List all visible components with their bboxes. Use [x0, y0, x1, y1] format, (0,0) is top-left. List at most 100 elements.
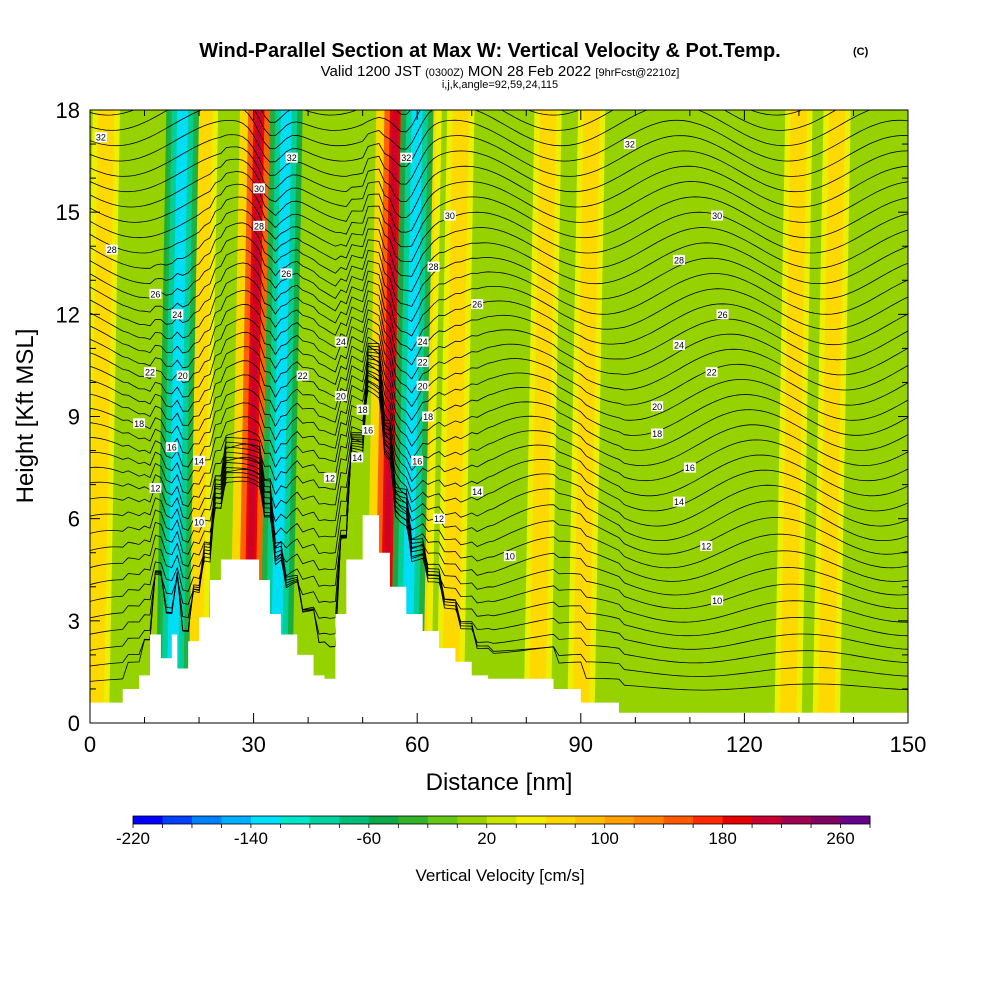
isentrope-label: 22	[297, 371, 309, 382]
svg-text:12: 12	[325, 473, 335, 483]
svg-text:14: 14	[194, 456, 204, 466]
x-tick-label: 120	[726, 732, 763, 757]
cross-section-figure: Wind-Parallel Section at Max W: Vertical…	[0, 0, 1000, 1000]
colorbar-swatch	[192, 816, 222, 824]
isentrope-label: 16	[411, 456, 423, 467]
x-tick-label: 150	[890, 732, 927, 757]
isentrope-label: 24	[673, 340, 685, 351]
colorbar-swatch	[398, 816, 428, 824]
svg-text:14: 14	[472, 487, 482, 497]
y-tick-label: 15	[56, 200, 80, 225]
colorbar-swatch	[221, 816, 251, 824]
isentrope-label: 16	[166, 442, 178, 453]
colorbar-swatch	[605, 816, 635, 824]
svg-text:28: 28	[254, 221, 264, 231]
isentrope-label: 24	[335, 337, 347, 348]
svg-text:22: 22	[145, 368, 155, 378]
x-axis-label: Distance [nm]	[426, 769, 573, 796]
isentrope-label: 32	[95, 132, 107, 143]
svg-text:12: 12	[150, 484, 160, 494]
isentrope-label: 22	[706, 367, 718, 378]
svg-text:32: 32	[625, 140, 635, 150]
isentrope-label: 18	[133, 418, 145, 429]
svg-text:22: 22	[298, 371, 308, 381]
svg-text:14: 14	[674, 497, 684, 507]
valid-prefix: Valid 1200 JST	[321, 63, 421, 80]
svg-text:24: 24	[674, 340, 684, 350]
colorbar-tick-label: -60	[357, 829, 382, 848]
isentrope-label: 12	[433, 514, 445, 525]
svg-text:20: 20	[418, 381, 428, 391]
colorbar-tick-label: 180	[708, 829, 736, 848]
isentrope-label: 28	[253, 221, 265, 232]
colorbar-swatch	[575, 816, 605, 824]
svg-text:16: 16	[685, 463, 695, 473]
isentrope-label: 14	[471, 486, 483, 497]
isentrope-label: 30	[253, 183, 265, 194]
svg-text:26: 26	[472, 300, 482, 310]
colorbar-swatch	[752, 816, 782, 824]
colorbar-tick-label: 260	[826, 829, 854, 848]
y-tick-label: 3	[68, 609, 80, 634]
svg-text:30: 30	[445, 211, 455, 221]
isentrope-label: 32	[400, 153, 412, 164]
colorbar-swatch	[133, 816, 163, 824]
isentrope-label: 22	[144, 367, 156, 378]
colorbar-swatch	[339, 816, 369, 824]
svg-text:22: 22	[418, 358, 428, 368]
isentrope-label: 26	[471, 299, 483, 310]
colorbar-swatch	[280, 816, 310, 824]
svg-text:24: 24	[418, 337, 428, 347]
svg-text:32: 32	[287, 153, 297, 163]
y-tick-label: 0	[68, 711, 80, 736]
forecast-info: [9hrFcst@2210z]	[595, 67, 679, 79]
svg-text:10: 10	[712, 596, 722, 606]
valid-date: MON 28 Feb 2022	[468, 63, 591, 80]
plot-area: 3232 32323030 3028282828262626262424 24 2422…	[82, 74, 908, 723]
x-tick-label: 90	[569, 732, 593, 757]
isentrope-label: 22	[417, 357, 429, 368]
svg-text:30: 30	[254, 184, 264, 194]
isentrope-label: 10	[193, 517, 205, 528]
isentrope-label: 28	[106, 245, 118, 256]
x-tick-label: 30	[241, 732, 265, 757]
svg-text:24: 24	[336, 337, 346, 347]
isentrope-label: 14	[673, 497, 685, 508]
isentrope-label: 20	[177, 371, 189, 382]
svg-text:28: 28	[674, 255, 684, 265]
svg-text:16: 16	[167, 443, 177, 453]
isentrope-label: 12	[149, 483, 161, 494]
copyright-mark: (C)	[853, 46, 869, 58]
isentrope-label: 20	[335, 391, 347, 402]
colorbar-swatch	[516, 816, 546, 824]
svg-text:24: 24	[172, 310, 182, 320]
svg-text:10: 10	[505, 552, 515, 562]
isentrope-label: 12	[324, 473, 336, 484]
svg-text:20: 20	[336, 392, 346, 402]
valid-time-line: Valid 1200 JST (0300Z) MON 28 Feb 2022 […	[321, 63, 680, 80]
svg-text:18: 18	[134, 419, 144, 429]
colorbar-ticks: -220 -140 -60 20 100 180 260	[116, 824, 870, 848]
x-tick-label: 0	[84, 732, 96, 757]
svg-text:32: 32	[401, 153, 411, 163]
colorbar-tick-label: 100	[590, 829, 618, 848]
isentrope-label: 10	[504, 551, 516, 562]
isentrope-label: 26	[280, 268, 292, 279]
colorbar-swatch	[782, 816, 812, 824]
svg-text:18: 18	[358, 405, 368, 415]
colorbar-swatch	[162, 816, 192, 824]
colorbar-swatch	[841, 816, 871, 824]
isentrope-label: 18	[651, 429, 663, 440]
svg-text:26: 26	[281, 269, 291, 279]
y-tick-label: 18	[56, 98, 80, 123]
colorbar	[133, 816, 871, 824]
isentrope-label: 12	[700, 541, 712, 552]
svg-text:14: 14	[352, 453, 362, 463]
colorbar-label: Vertical Velocity [cm/s]	[415, 866, 584, 885]
colorbar-swatch	[634, 816, 664, 824]
isentrope-label: 26	[149, 289, 161, 300]
isentrope-label: 16	[362, 425, 374, 436]
isentrope-label: 14	[351, 452, 363, 463]
colorbar-swatch	[310, 816, 340, 824]
svg-text:20: 20	[178, 371, 188, 381]
